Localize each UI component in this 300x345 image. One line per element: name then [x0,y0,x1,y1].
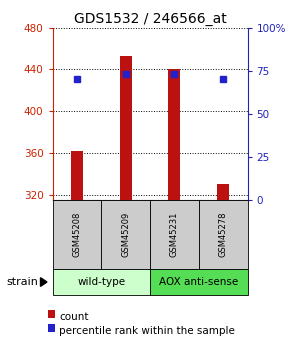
Text: count: count [59,312,88,322]
Text: GSM45208: GSM45208 [72,212,81,257]
Bar [71,151,83,200]
Bar [168,69,181,200]
Bar [217,185,229,200]
Text: AOX anti-sense: AOX anti-sense [159,277,238,287]
Text: wild-type: wild-type [77,277,125,287]
Bar [119,56,132,200]
Text: strain: strain [6,277,38,287]
Text: GDS1532 / 246566_at: GDS1532 / 246566_at [74,12,226,26]
Text: GSM45209: GSM45209 [121,212,130,257]
Text: GSM45278: GSM45278 [219,212,228,257]
Polygon shape [40,278,47,286]
Text: percentile rank within the sample: percentile rank within the sample [59,326,235,336]
Text: GSM45231: GSM45231 [170,212,179,257]
